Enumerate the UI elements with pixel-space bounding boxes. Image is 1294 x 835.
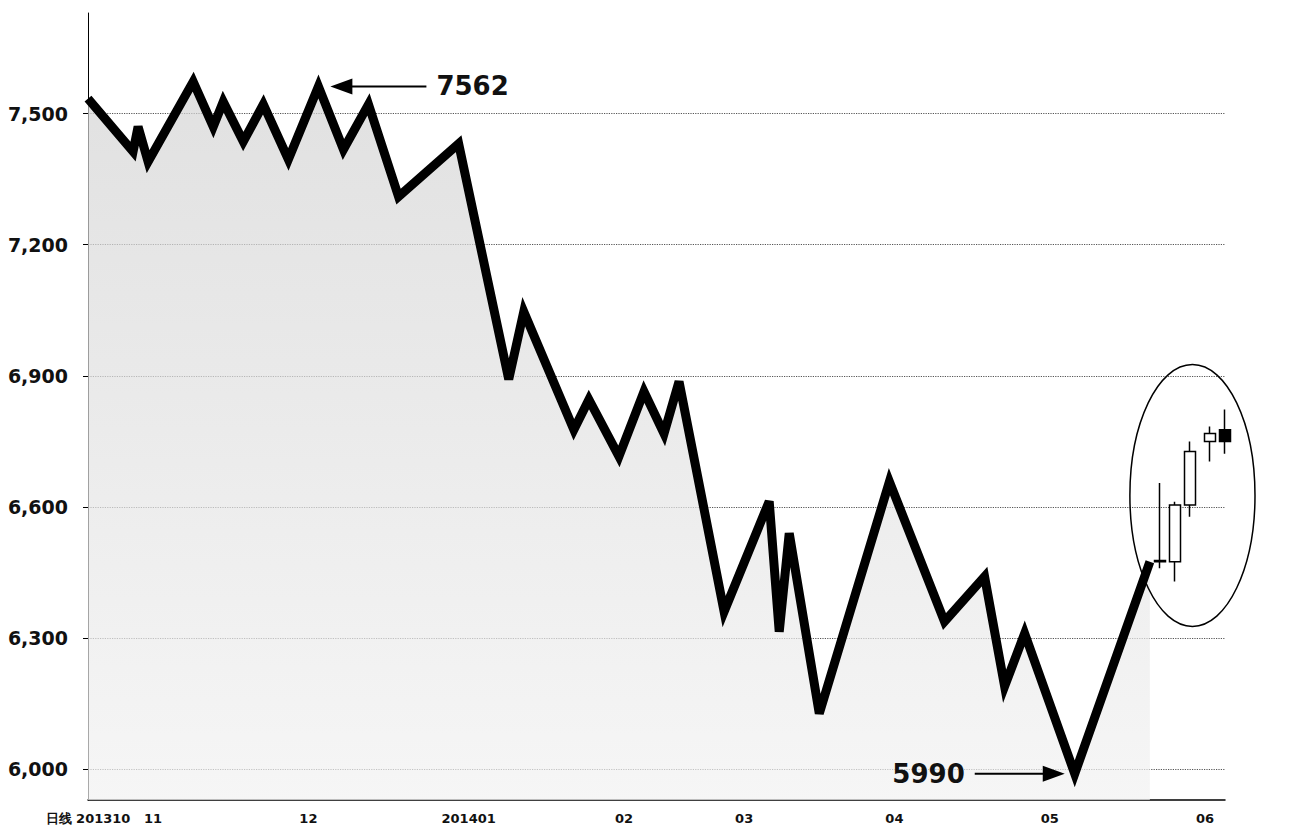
svg-text:6,600: 6,600 xyxy=(8,496,68,518)
svg-text:12: 12 xyxy=(299,811,317,826)
svg-text:05: 05 xyxy=(1041,811,1059,826)
svg-text:11: 11 xyxy=(144,811,162,826)
svg-text:04: 04 xyxy=(885,811,903,826)
svg-text:02: 02 xyxy=(615,811,633,826)
svg-text:日线 201310: 日线 201310 xyxy=(46,811,131,826)
svg-text:6,900: 6,900 xyxy=(8,365,68,387)
svg-text:7562: 7562 xyxy=(436,71,508,101)
svg-text:7,200: 7,200 xyxy=(8,234,68,256)
svg-text:03: 03 xyxy=(735,811,753,826)
svg-text:06: 06 xyxy=(1196,811,1214,826)
svg-text:6,300: 6,300 xyxy=(8,627,68,649)
svg-text:6,000: 6,000 xyxy=(8,758,68,780)
svg-text:7,500: 7,500 xyxy=(8,103,68,125)
svg-text:201401: 201401 xyxy=(442,811,496,826)
svg-text:5990: 5990 xyxy=(892,759,964,789)
